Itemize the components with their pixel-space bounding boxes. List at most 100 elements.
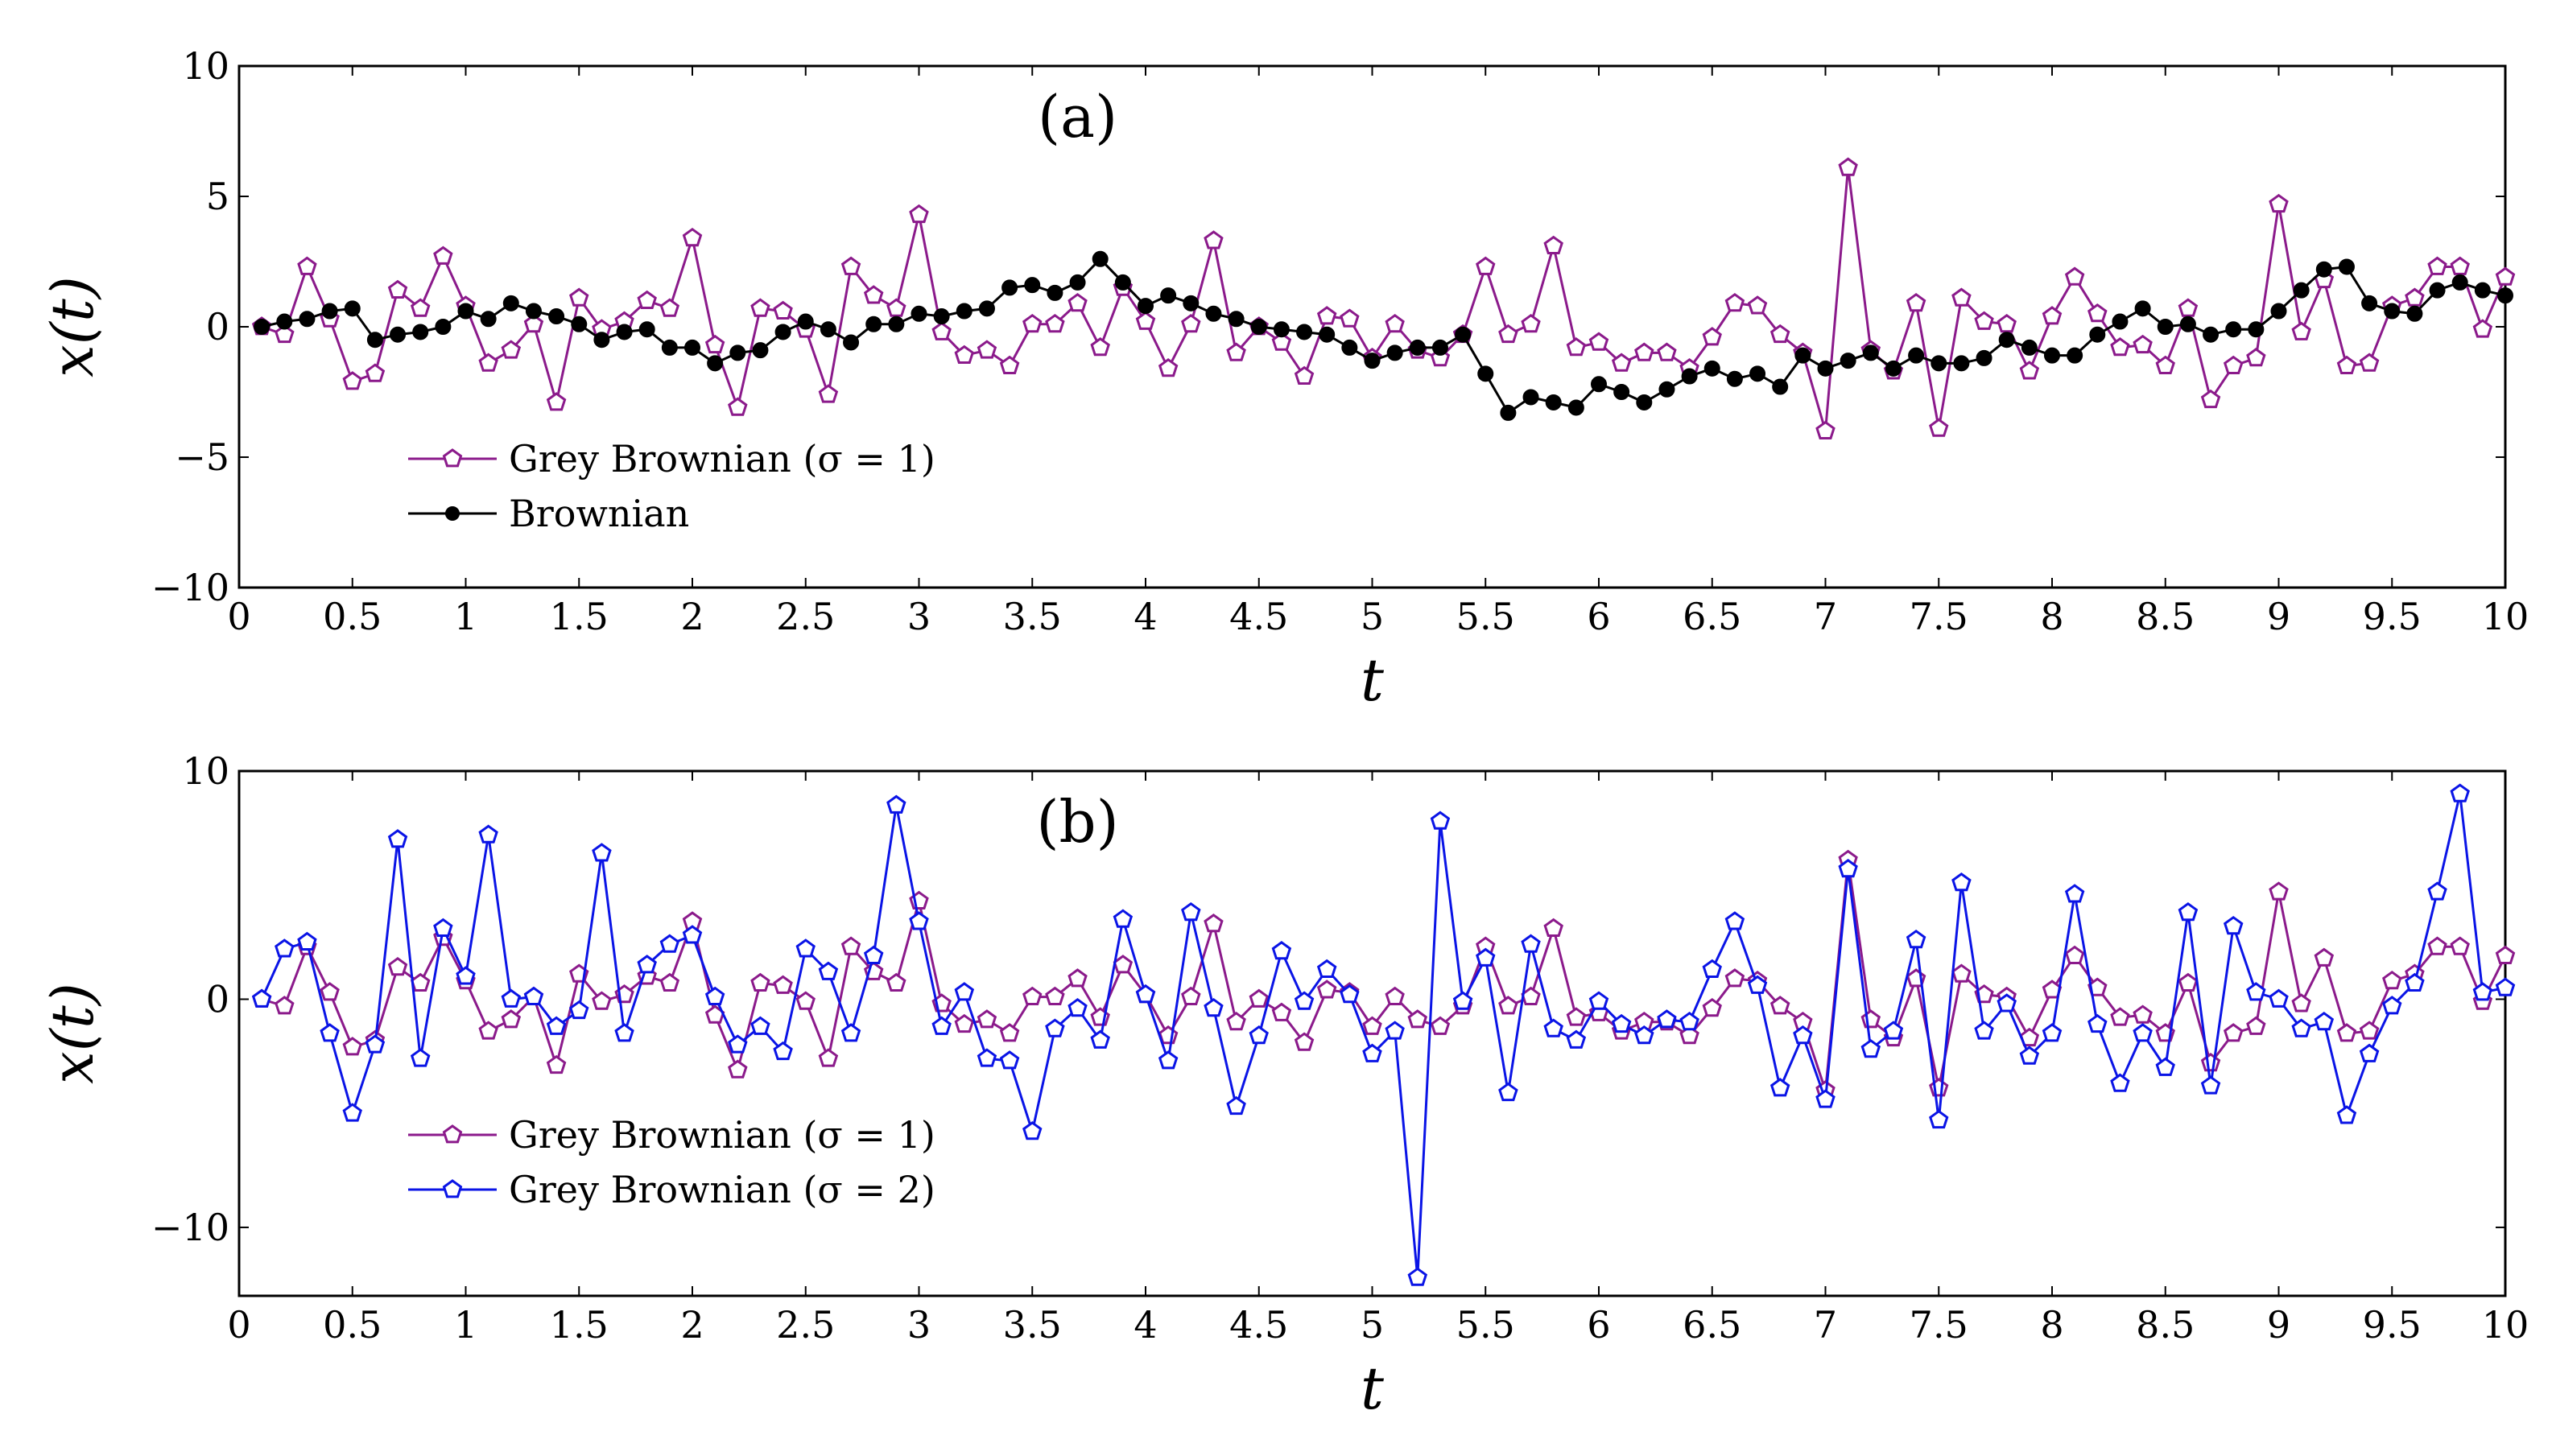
data-point — [1250, 319, 1267, 335]
data-point — [999, 355, 1020, 374]
data-point — [1430, 810, 1451, 830]
x-tick-label: 1 — [454, 595, 477, 638]
data-point — [1636, 394, 1653, 410]
x-tick-label: 9.5 — [2363, 1303, 2422, 1347]
data-point — [2223, 1023, 2244, 1042]
data-point — [637, 290, 657, 309]
data-point — [1815, 420, 1836, 439]
data-point — [433, 918, 453, 937]
data-point — [2223, 915, 2244, 935]
data-point — [1838, 157, 1858, 176]
data-point — [2451, 274, 2468, 291]
data-point — [1294, 991, 1315, 1010]
data-point — [2155, 1057, 2175, 1076]
data-point — [728, 1059, 748, 1079]
data-point — [1067, 292, 1088, 312]
data-point — [390, 326, 407, 343]
data-point — [1545, 394, 1562, 410]
data-point — [1316, 306, 1337, 325]
data-point — [502, 295, 519, 311]
data-point — [1271, 1002, 1292, 1021]
data-point — [275, 324, 295, 344]
y-tick-label: 0 — [206, 977, 229, 1021]
data-point — [1273, 321, 1290, 338]
data-point — [365, 363, 386, 382]
data-point — [661, 339, 678, 356]
legend-label: Grey Brownian (σ = 1) — [509, 437, 935, 481]
data-point — [931, 321, 952, 340]
data-point — [840, 1023, 861, 1042]
x-tick-label: 8 — [2040, 1303, 2063, 1347]
data-point — [1862, 344, 1879, 361]
legend: Grey Brownian (σ = 1) Grey Brownian (σ = … — [408, 1113, 935, 1211]
x-tick-label: 3.5 — [1003, 1303, 1062, 1347]
data-point — [523, 313, 544, 333]
data-point — [2359, 1043, 2380, 1062]
data-point — [2359, 1021, 2380, 1040]
data-point — [1679, 1011, 1699, 1031]
data-point — [1974, 311, 1994, 330]
data-point — [1769, 1078, 1790, 1097]
data-point — [1543, 235, 1563, 254]
y-tick-label: 10 — [182, 749, 229, 793]
data-point — [1657, 1009, 1677, 1029]
data-point — [704, 334, 725, 354]
data-point — [2246, 982, 2266, 1001]
x-tick-label: 0 — [227, 1303, 250, 1347]
data-point — [1113, 909, 1134, 928]
data-point — [2157, 319, 2174, 335]
data-point — [548, 308, 565, 325]
data-point — [1183, 295, 1200, 311]
data-point — [2450, 783, 2470, 802]
x-tick-label: 4.5 — [1229, 595, 1288, 638]
data-point — [2450, 256, 2470, 275]
data-point — [843, 334, 860, 351]
data-point — [954, 344, 975, 364]
x-tick-label: 3 — [907, 595, 931, 638]
data-point — [1364, 353, 1381, 369]
data-point — [320, 982, 340, 1001]
x-tick-label: 4.5 — [1229, 1303, 1288, 1347]
data-point — [410, 1048, 431, 1067]
panel-a: 0 0.5 1 1.5 2 2.5 3 3.5 4 4.5 5 5.5 6 6.5 7 7.5 8 8.5 9 9.5… — [39, 44, 2529, 714]
plot-area — [237, 64, 2507, 589]
data-point — [2474, 282, 2491, 299]
data-point — [2155, 355, 2175, 374]
data-point — [1838, 859, 1858, 878]
data-point — [2019, 1046, 2040, 1065]
series-line — [261, 167, 2507, 432]
data-point — [1341, 339, 1358, 356]
data-point — [1997, 313, 2017, 333]
x-tick-label: 0.5 — [323, 595, 382, 638]
data-point — [797, 313, 814, 330]
series-1 — [251, 783, 2516, 1286]
data-point — [2495, 945, 2516, 964]
data-point — [2429, 282, 2446, 299]
data-point — [1815, 1089, 1836, 1108]
x-tick-label: 6.5 — [1683, 1303, 1741, 1347]
data-point — [682, 925, 703, 944]
data-point — [2225, 321, 2242, 338]
data-point — [1385, 1021, 1405, 1040]
data-point — [2021, 339, 2038, 356]
x-tick-label: 2.5 — [776, 595, 835, 638]
data-point — [2089, 326, 2106, 343]
data-point — [2314, 1011, 2335, 1031]
data-point — [1521, 934, 1541, 953]
y-tick-label: 0 — [206, 305, 229, 349]
data-point — [1181, 313, 1201, 333]
data-point — [1591, 376, 1607, 393]
data-point — [2427, 936, 2447, 955]
data-point — [818, 1048, 839, 1067]
data-point — [1024, 277, 1041, 294]
data-point — [2019, 361, 2040, 380]
x-tick-label: 1 — [454, 1303, 477, 1347]
data-point — [1929, 1109, 1949, 1129]
data-point — [1204, 230, 1224, 250]
y-tick-label: 5 — [206, 175, 229, 218]
data-point — [457, 303, 474, 320]
data-point — [886, 298, 906, 317]
data-point — [1951, 963, 1972, 983]
data-point — [1747, 975, 1768, 994]
data-point — [1452, 991, 1473, 1010]
